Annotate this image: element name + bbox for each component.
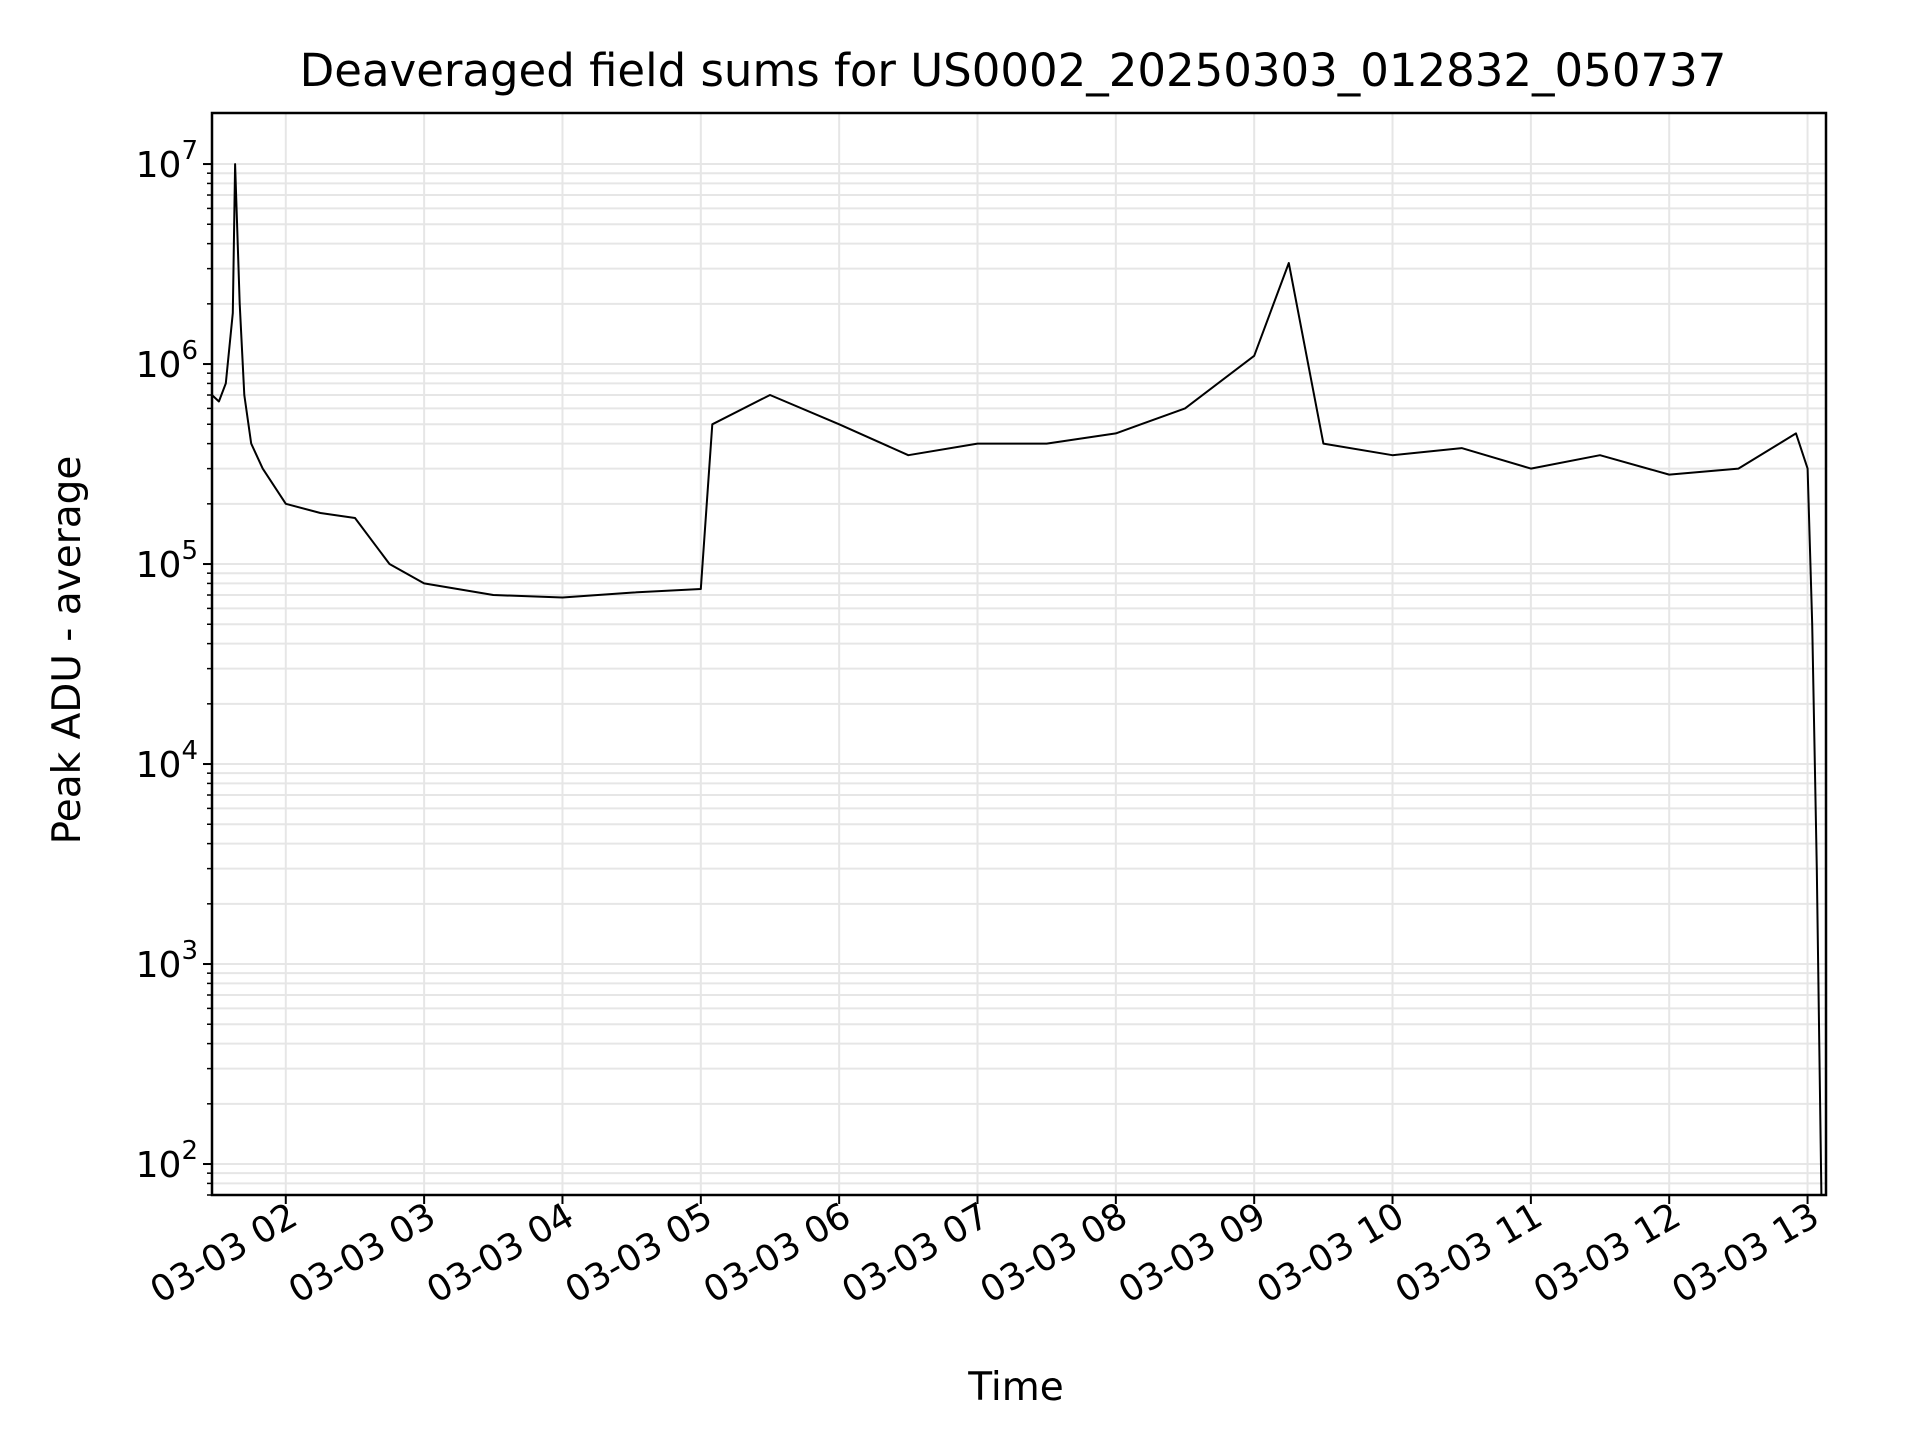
y-tick-label: 104	[136, 736, 198, 786]
y-tick-label: 106	[136, 336, 198, 386]
grid	[212, 113, 1826, 1196]
y-axis-label: Peak ADU - average	[45, 456, 90, 845]
chart-title: Deaveraged field sums for US0002_2025030…	[300, 44, 1727, 97]
x-axis-label: Time	[967, 1365, 1063, 1410]
y-axis-ticks: 102 103 104 105 106 107	[136, 136, 212, 1196]
y-tick-label: 103	[136, 936, 198, 986]
y-tick-label: 105	[136, 536, 198, 586]
y-tick-label: 107	[136, 136, 198, 186]
axes	[210, 111, 1828, 1197]
plot-frame	[210, 111, 1828, 1197]
series-line	[211, 163, 1823, 1196]
series-group	[211, 163, 1823, 1196]
y-tick-label: 102	[136, 1136, 198, 1186]
